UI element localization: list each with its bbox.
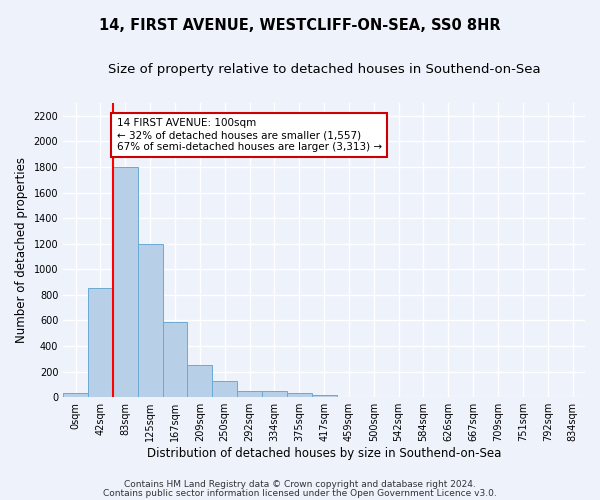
Text: Contains HM Land Registry data © Crown copyright and database right 2024.: Contains HM Land Registry data © Crown c… (124, 480, 476, 489)
Bar (311, 394, 337, 397)
Title: Size of property relative to detached houses in Southend-on-Sea: Size of property relative to detached ho… (108, 62, 541, 76)
Bar (287, 394, 311, 397)
Bar (163, 322, 187, 397)
Bar (88, 288, 113, 397)
Bar (237, 392, 262, 397)
Text: 14 FIRST AVENUE: 100sqm
← 32% of detached houses are smaller (1,557)
67% of semi: 14 FIRST AVENUE: 100sqm ← 32% of detache… (116, 118, 382, 152)
Bar (113, 167, 138, 397)
Text: Contains public sector information licensed under the Open Government Licence v3: Contains public sector information licen… (103, 489, 497, 498)
X-axis label: Distribution of detached houses by size in Southend-on-Sea: Distribution of detached houses by size … (147, 447, 501, 460)
Y-axis label: Number of detached properties: Number of detached properties (15, 157, 28, 343)
Bar (138, 244, 163, 397)
Bar (63, 394, 88, 397)
Bar (187, 364, 212, 397)
Bar (262, 392, 287, 397)
Bar (212, 380, 237, 397)
Text: 14, FIRST AVENUE, WESTCLIFF-ON-SEA, SS0 8HR: 14, FIRST AVENUE, WESTCLIFF-ON-SEA, SS0 … (99, 18, 501, 32)
